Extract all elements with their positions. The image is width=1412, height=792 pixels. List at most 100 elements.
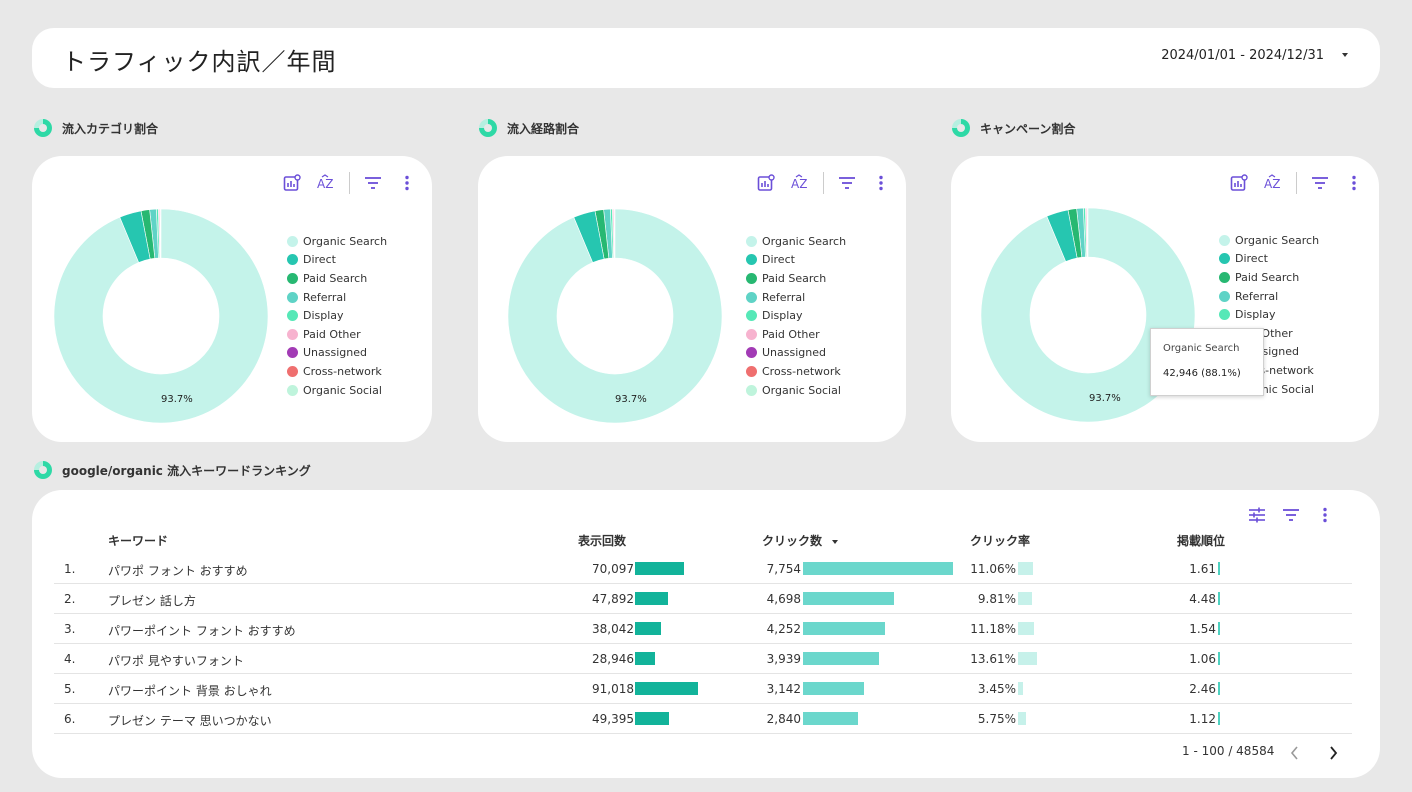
- legend-label: Direct: [762, 253, 795, 267]
- toolbar-divider: [823, 172, 824, 194]
- more-vert-icon[interactable]: [870, 172, 892, 194]
- legend-item[interactable]: Paid Search: [746, 269, 846, 288]
- legend-swatch: [287, 365, 298, 377]
- legend-swatch: [1219, 309, 1230, 321]
- legend-item[interactable]: Cross-network: [746, 362, 846, 381]
- legend-item[interactable]: Paid Other: [746, 325, 846, 344]
- legend-item[interactable]: Unassigned: [746, 344, 846, 363]
- legend-item[interactable]: Direct: [287, 251, 387, 270]
- legend-label: Unassigned: [762, 346, 826, 360]
- more-vert-icon[interactable]: [1314, 504, 1336, 526]
- chart-explore-icon[interactable]: [1228, 172, 1250, 194]
- section-title-campaign: キャンペーン割合: [952, 119, 1075, 137]
- table-row[interactable]: 1. パワポ フォント おすすめ 70,097 7,754 11.06% 1.61: [54, 554, 1352, 584]
- row-position: 1.12: [1189, 712, 1216, 726]
- row-position: 1.61: [1189, 562, 1216, 576]
- row-clicks: 4,698: [766, 592, 801, 606]
- legend-item[interactable]: Cross-network: [287, 362, 387, 381]
- column-header-clicks[interactable]: クリック数: [762, 532, 839, 549]
- clicks-bar: [803, 652, 880, 665]
- row-keyword: プレゼン 話し方: [108, 594, 196, 608]
- legend-swatch: [746, 310, 757, 322]
- chart-toolbar: AZ: [269, 172, 418, 194]
- legend-item[interactable]: Unassigned: [287, 344, 387, 363]
- chart-legend: Organic Search Direct Paid Search Referral D…: [746, 232, 846, 399]
- legend-label: Organic Search: [303, 234, 388, 248]
- legend-item[interactable]: Organic Search: [1219, 231, 1319, 250]
- legend-item[interactable]: Organic Search: [746, 232, 846, 251]
- tune-icon[interactable]: [1246, 504, 1268, 526]
- legend-item[interactable]: Display: [287, 306, 387, 325]
- legend-item[interactable]: Organic Social: [287, 381, 387, 400]
- date-range-selector[interactable]: 2024/01/01 - 2024/12/31: [1161, 48, 1324, 63]
- chevron-right-icon[interactable]: [1322, 742, 1344, 764]
- legend-item[interactable]: Organic Search: [287, 232, 387, 251]
- chart-legend: Organic Search Direct Paid Search Referral D…: [287, 232, 387, 399]
- filter-icon[interactable]: [1280, 504, 1302, 526]
- donut-slice-organic-search[interactable]: [507, 208, 723, 424]
- donut-chart[interactable]: [507, 208, 723, 424]
- donut-chart[interactable]: [53, 208, 269, 424]
- row-rank: 6.: [64, 712, 76, 726]
- chart-explore-icon[interactable]: [755, 172, 777, 194]
- column-header-ctr[interactable]: クリック率: [970, 534, 1031, 548]
- row-position: 1.06: [1189, 652, 1216, 666]
- legend-label: Cross-network: [303, 364, 382, 378]
- table-row[interactable]: 4. パワポ 見やすいフォント 28,946 3,939 13.61% 1.06: [54, 644, 1352, 674]
- donut-chart[interactable]: [980, 207, 1196, 423]
- keyword-table-card: キーワード 表示回数 クリック数 クリック率 掲載順位 1. パワポ フォント お…: [32, 490, 1380, 778]
- legend-item[interactable]: Referral: [746, 288, 846, 307]
- legend-item[interactable]: Paid Search: [1219, 268, 1319, 287]
- row-impressions: 38,042: [592, 622, 634, 636]
- legend-swatch: [746, 291, 757, 303]
- sort-az-icon[interactable]: AZ: [789, 172, 811, 194]
- legend-label: Direct: [1235, 252, 1268, 266]
- legend-item[interactable]: Paid Search: [287, 269, 387, 288]
- column-header-impressions[interactable]: 表示回数: [578, 534, 627, 548]
- legend-item[interactable]: Direct: [1219, 250, 1319, 269]
- more-vert-icon[interactable]: [1343, 172, 1365, 194]
- legend-label: Cross-network: [762, 364, 841, 378]
- legend-label: Referral: [1235, 289, 1279, 303]
- chevron-down-icon[interactable]: [1342, 53, 1348, 57]
- row-clicks: 7,754: [766, 562, 801, 576]
- filter-icon[interactable]: [836, 172, 858, 194]
- chevron-left-icon[interactable]: [1284, 742, 1306, 764]
- sort-desc-icon[interactable]: [832, 539, 839, 544]
- legend-swatch: [746, 384, 757, 396]
- legend-label: Paid Search: [762, 271, 827, 285]
- filter-icon[interactable]: [362, 172, 384, 194]
- legend-swatch: [287, 272, 298, 284]
- section-title-route: 流入経路割合: [479, 119, 579, 137]
- clicks-bar: [803, 682, 864, 695]
- legend-swatch: [287, 384, 298, 396]
- column-header-position[interactable]: 掲載順位: [1177, 534, 1226, 548]
- table-row[interactable]: 6. プレゼン テーマ 思いつかない 49,395 2,840 5.75% 1.12: [54, 704, 1352, 734]
- table-row[interactable]: 3. パワーポイント フォント おすすめ 38,042 4,252 11.18% 1.54: [54, 614, 1352, 644]
- svg-text:AZ: AZ: [317, 177, 333, 191]
- legend-item[interactable]: Display: [746, 306, 846, 325]
- legend-item[interactable]: Paid Other: [287, 325, 387, 344]
- donut-slice-organic-search[interactable]: [53, 208, 269, 424]
- tooltip-value: 42,946 (88.1%): [1163, 368, 1241, 379]
- sort-az-icon[interactable]: AZ: [315, 172, 337, 194]
- position-bar: [1218, 712, 1220, 725]
- legend-item[interactable]: Referral: [1219, 287, 1319, 306]
- column-header-keyword[interactable]: キーワード: [108, 534, 169, 548]
- table-toolbar: [1234, 504, 1336, 526]
- chart-explore-icon[interactable]: [281, 172, 303, 194]
- donut-slice-organic-search[interactable]: [980, 207, 1196, 423]
- sort-az-icon[interactable]: AZ: [1262, 172, 1284, 194]
- legend-swatch: [1219, 290, 1230, 302]
- legend-item[interactable]: Direct: [746, 251, 846, 270]
- legend-item[interactable]: Referral: [287, 288, 387, 307]
- legend-item[interactable]: Display: [1219, 305, 1319, 324]
- ctr-bar: [1018, 622, 1034, 635]
- chart-card-category: AZ 93.7% Organic Search Direct Paid Search…: [32, 156, 432, 442]
- table-row[interactable]: 5. パワーポイント 背景 おしゃれ 91,018 3,142 3.45% 2.46: [54, 674, 1352, 704]
- table-row[interactable]: 2. プレゼン 話し方 47,892 4,698 9.81% 4.48: [54, 584, 1352, 614]
- filter-icon[interactable]: [1309, 172, 1331, 194]
- more-vert-icon[interactable]: [396, 172, 418, 194]
- legend-item[interactable]: Organic Social: [746, 381, 846, 400]
- row-impressions: 70,097: [592, 562, 634, 576]
